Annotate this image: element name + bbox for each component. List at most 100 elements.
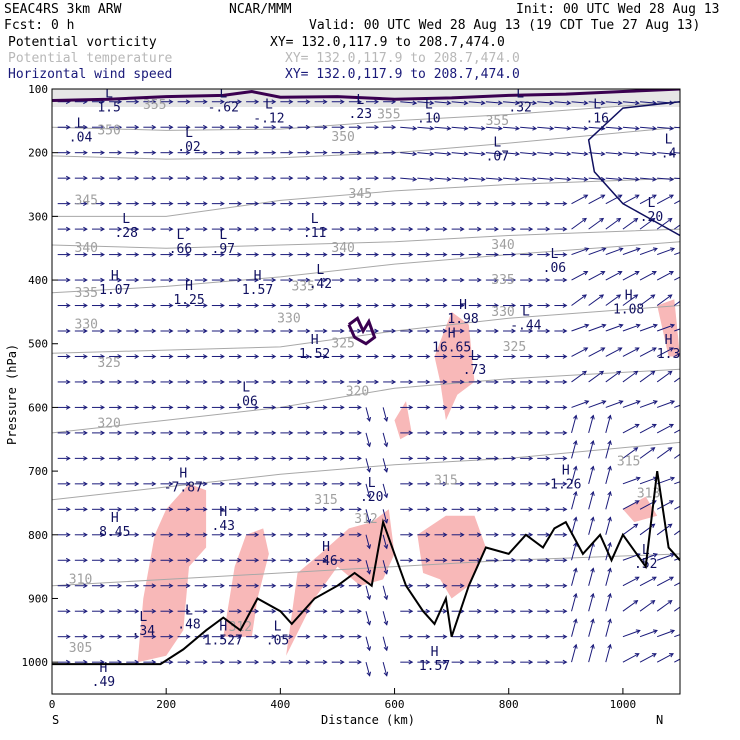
wind-vector bbox=[57, 303, 71, 308]
wind-vector bbox=[554, 659, 568, 665]
wind-vector bbox=[246, 354, 260, 359]
wind-vector bbox=[571, 125, 589, 131]
wind-vector bbox=[554, 456, 568, 461]
wind-vector bbox=[622, 423, 640, 434]
wind-vector bbox=[605, 247, 624, 256]
wind-vector bbox=[674, 251, 680, 256]
extremum-letter: H bbox=[99, 661, 107, 676]
wind-vector bbox=[417, 430, 431, 436]
wind-vector bbox=[674, 352, 680, 357]
wind-vector bbox=[674, 429, 680, 434]
wind-vector bbox=[639, 294, 656, 306]
extremum-value: .20 bbox=[360, 490, 383, 505]
wind-vector bbox=[297, 354, 311, 359]
wind-vector bbox=[503, 405, 517, 410]
wind-vector bbox=[520, 226, 534, 232]
wind-vector bbox=[537, 405, 551, 410]
extremum-letter: L bbox=[274, 620, 282, 635]
wind-vector bbox=[74, 252, 88, 257]
wind-vector bbox=[143, 124, 157, 130]
wind-vector bbox=[109, 532, 123, 538]
wind-vector bbox=[126, 354, 140, 359]
extremum-value: .46 bbox=[314, 554, 337, 569]
wind-vector bbox=[656, 447, 673, 459]
wind-vector bbox=[520, 100, 538, 106]
wind-vector bbox=[554, 405, 568, 410]
wind-vector bbox=[57, 634, 71, 640]
wind-vector bbox=[211, 481, 225, 487]
extremum-label: L.97 bbox=[212, 228, 235, 257]
wind-vector bbox=[622, 653, 640, 663]
wind-vector bbox=[74, 608, 88, 614]
wind-vector bbox=[314, 583, 328, 589]
wind-vector bbox=[639, 600, 656, 612]
wind-vector bbox=[451, 125, 469, 131]
wind-vector bbox=[57, 175, 71, 181]
wind-vector bbox=[503, 659, 517, 665]
wind-vector bbox=[177, 405, 191, 410]
wind-vector bbox=[554, 151, 572, 157]
wind-vector bbox=[91, 557, 106, 563]
wind-vector bbox=[109, 456, 123, 461]
wind-vector bbox=[434, 583, 448, 589]
wind-vector bbox=[348, 277, 362, 283]
wind-vector bbox=[74, 354, 88, 359]
wind-vector bbox=[211, 277, 225, 283]
extremum-letter: L bbox=[185, 604, 193, 619]
extremum-value: .23 bbox=[349, 107, 372, 122]
isentrope-label: 340 bbox=[75, 241, 98, 256]
wind-vector bbox=[571, 414, 578, 434]
wind-vector bbox=[503, 634, 517, 640]
wind-vector bbox=[314, 456, 328, 461]
wind-vector bbox=[571, 592, 578, 612]
wind-vector bbox=[382, 560, 389, 575]
wind-vector bbox=[622, 323, 641, 332]
wind-vector bbox=[194, 150, 208, 156]
wind-vector bbox=[297, 583, 311, 589]
wind-vector bbox=[434, 303, 448, 308]
wind-vector bbox=[263, 456, 277, 461]
wind-vector bbox=[314, 608, 328, 614]
wind-vector bbox=[143, 405, 157, 410]
wind-vector bbox=[571, 151, 589, 157]
wind-vector bbox=[451, 456, 465, 461]
wind-vector bbox=[537, 532, 551, 538]
wind-vector bbox=[194, 328, 208, 334]
wind-vector bbox=[537, 100, 555, 106]
wind-vector bbox=[126, 201, 140, 206]
wind-vector bbox=[485, 481, 499, 487]
wind-vector bbox=[622, 217, 639, 230]
wind-vector bbox=[622, 629, 641, 638]
wind-vector bbox=[331, 608, 345, 614]
wind-vector bbox=[91, 354, 106, 359]
wind-vector bbox=[91, 303, 106, 308]
wind-vector bbox=[211, 124, 225, 130]
wind-vector bbox=[400, 277, 414, 283]
wind-vector bbox=[400, 354, 414, 359]
wind-vector bbox=[588, 592, 595, 612]
wind-vector bbox=[109, 303, 123, 308]
wind-vector bbox=[639, 151, 658, 157]
wind-vector bbox=[314, 252, 328, 257]
wind-vector bbox=[109, 405, 123, 410]
wind-vector bbox=[485, 405, 499, 410]
wind-vector bbox=[314, 175, 328, 181]
terrain-profile bbox=[52, 470, 680, 666]
wind-vector bbox=[571, 294, 587, 306]
wind-vector bbox=[502, 151, 520, 157]
wind-vector bbox=[468, 481, 482, 487]
wind-vector bbox=[91, 226, 106, 232]
extremum-value: .66 bbox=[169, 242, 192, 257]
wind-vector bbox=[554, 379, 568, 385]
wind-vector bbox=[143, 99, 157, 105]
wind-vector bbox=[485, 506, 499, 512]
wind-vector bbox=[228, 634, 243, 640]
wind-vector bbox=[280, 430, 294, 436]
extremum-value: 1.5 bbox=[97, 100, 120, 115]
wind-vector bbox=[468, 125, 486, 131]
wind-vector bbox=[451, 354, 465, 359]
wind-vector bbox=[160, 175, 174, 181]
wind-vector bbox=[348, 430, 362, 436]
wind-vector bbox=[571, 516, 578, 535]
wind-vector bbox=[314, 405, 328, 410]
